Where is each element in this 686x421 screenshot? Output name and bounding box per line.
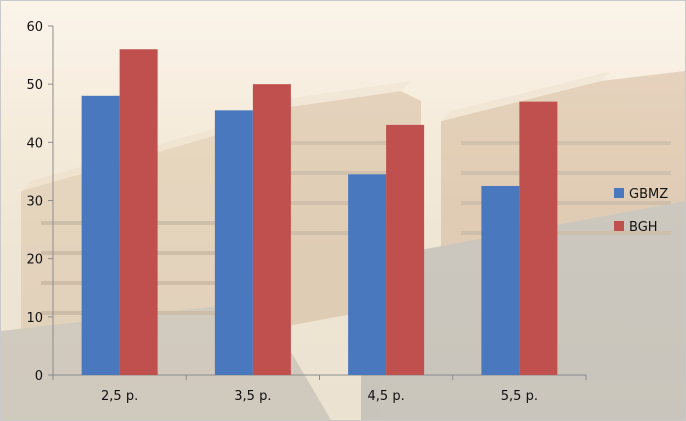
legend-label-bgh: BGH bbox=[629, 220, 658, 235]
bar-bgh-1 bbox=[119, 49, 158, 376]
y-tick-label: 50 bbox=[26, 78, 43, 93]
bar-gbmz-2 bbox=[214, 110, 253, 375]
legend-swatch-bgh bbox=[614, 221, 624, 231]
y-tick-label: 0 bbox=[35, 369, 43, 384]
y-tick-label: 60 bbox=[26, 20, 43, 35]
chart-bars bbox=[81, 49, 558, 376]
bar-bgh-4 bbox=[519, 101, 558, 375]
x-tick-label: 4,5 p. bbox=[368, 389, 405, 404]
x-tick-label: 5,5 p. bbox=[501, 389, 538, 404]
bar-gbmz-3 bbox=[348, 174, 387, 375]
y-tick-label: 10 bbox=[26, 311, 43, 326]
bar-bgh-2 bbox=[252, 84, 291, 376]
x-tick-label: 3,5 p. bbox=[234, 389, 271, 404]
bar-gbmz-4 bbox=[481, 185, 520, 375]
legend-label-gbmz: GBMZ bbox=[629, 187, 668, 202]
bar-bgh-3 bbox=[386, 124, 425, 375]
bar-gbmz-1 bbox=[81, 95, 120, 376]
y-tick-label: 40 bbox=[26, 136, 43, 151]
y-tick-label: 20 bbox=[26, 253, 43, 268]
chart-legend: GBMZ BGH bbox=[614, 187, 668, 235]
y-tick-label: 30 bbox=[26, 195, 43, 210]
legend-swatch-gbmz bbox=[614, 188, 624, 198]
x-tick-label: 2,5 p. bbox=[101, 389, 138, 404]
